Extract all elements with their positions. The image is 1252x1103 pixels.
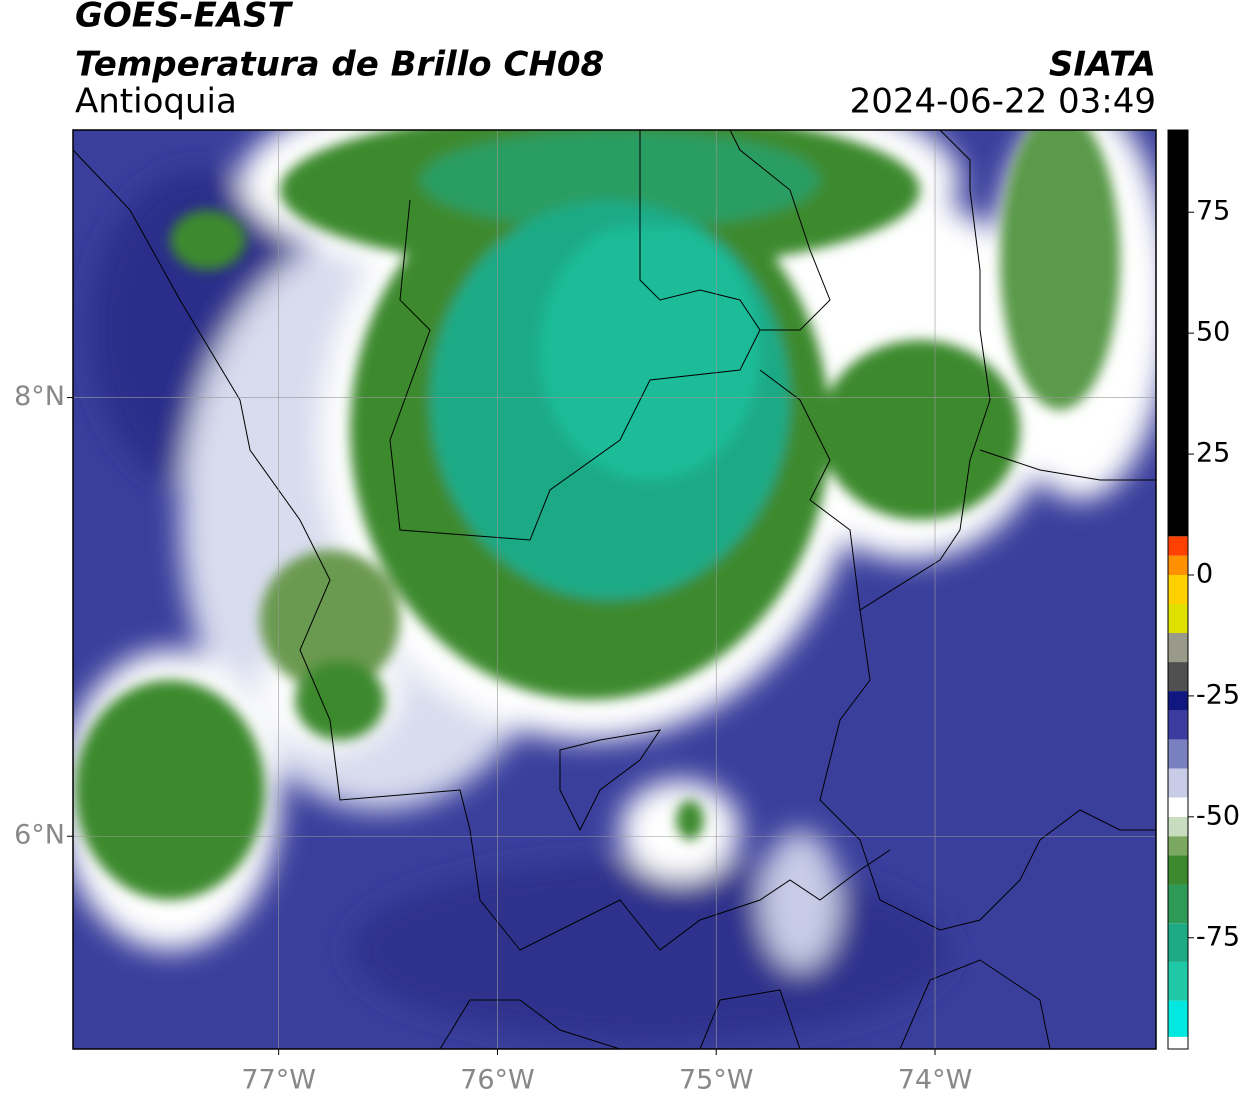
colorbar-band <box>1168 633 1188 663</box>
colorbar-band <box>1168 574 1188 605</box>
colorbar-band <box>1168 662 1188 692</box>
lon-tick-label: 74°W <box>898 1065 973 1096</box>
colorbar-band <box>1168 1036 1188 1049</box>
colorbar-band <box>1168 797 1188 817</box>
colorbar-band <box>1168 691 1188 711</box>
lon-tick-label: 75°W <box>679 1065 754 1096</box>
colorbar-band <box>1168 710 1188 740</box>
region: Antioquia <box>75 82 237 122</box>
satellite-image <box>73 130 1156 1049</box>
colorbar-tick-label: 0 <box>1196 558 1213 589</box>
colorbar-frame <box>1167 129 1189 1050</box>
satellite-title: GOES-EAST <box>75 0 294 36</box>
colorbar-band <box>1168 1000 1188 1037</box>
colorbar-band <box>1168 555 1188 575</box>
colorbar-band <box>1168 536 1188 556</box>
colorbar-tick-label: -75 <box>1196 921 1240 952</box>
lat-tick-label: 8°N <box>14 381 65 412</box>
lon-tick-label: 76°W <box>460 1065 535 1096</box>
map-frame <box>72 129 1157 1050</box>
colorbar-band <box>1168 836 1188 856</box>
colorbar-tick-label: 25 <box>1196 438 1230 469</box>
colorbar-tick-label: -50 <box>1196 800 1240 831</box>
colorbar-band <box>1168 739 1188 769</box>
colorbar-tick-label: 50 <box>1196 317 1230 348</box>
colorbar-band <box>1168 604 1188 634</box>
lon-tick-label: 77°W <box>241 1065 316 1096</box>
colorbar-tick-label: 75 <box>1196 196 1230 227</box>
colorbar-band <box>1168 768 1188 798</box>
colorbar-band <box>1168 923 1188 962</box>
product-title: Temperatura de Brillo CH08 <box>75 45 604 85</box>
colorbar-tick-label: -25 <box>1196 679 1240 710</box>
colorbar-band <box>1168 855 1188 885</box>
colorbar-band <box>1168 130 1188 537</box>
lat-tick-label: 6°N <box>14 820 65 851</box>
colorbar-band <box>1168 816 1188 837</box>
datetime: 2024-06-22 03:49 <box>850 82 1156 122</box>
colorbar-band <box>1168 884 1188 924</box>
colorbar-band <box>1168 961 1188 1001</box>
agency: SIATA <box>1049 45 1156 85</box>
